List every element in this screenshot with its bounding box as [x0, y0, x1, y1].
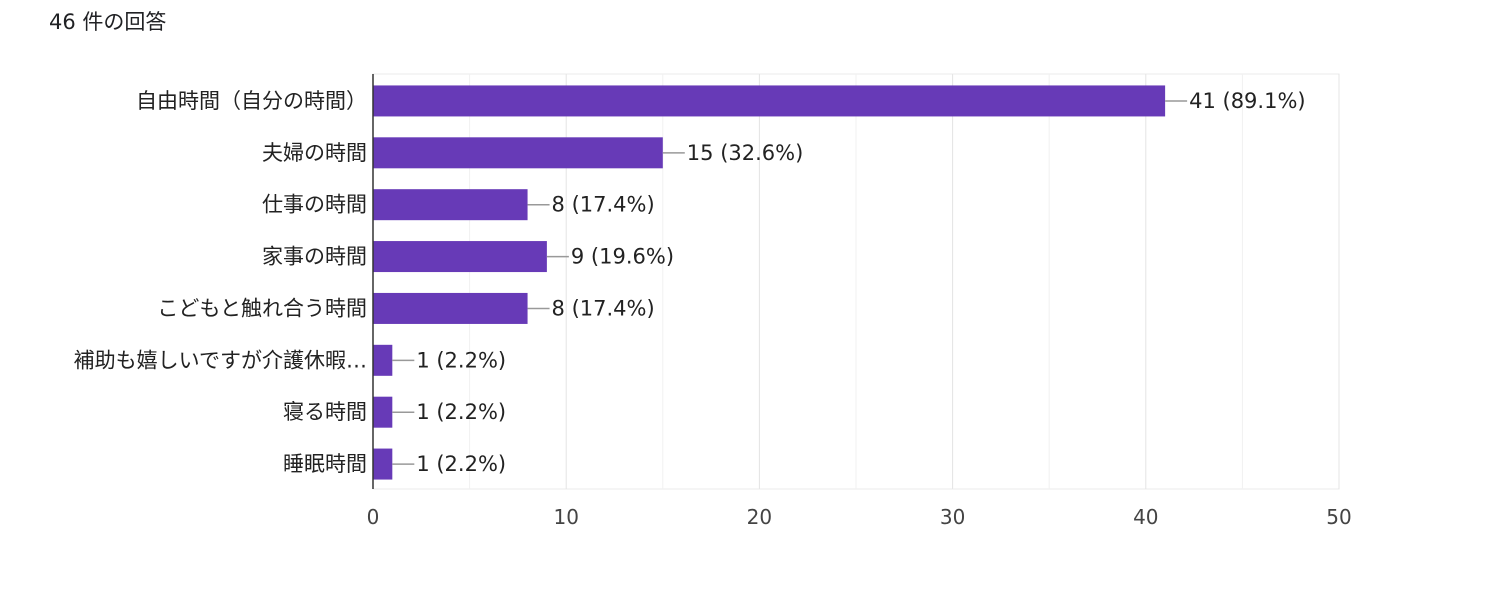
x-tick-label: 50 [1326, 505, 1351, 529]
data-label: 1 (2.2%) [416, 452, 506, 476]
bar [373, 85, 1166, 117]
bar [373, 396, 393, 428]
category-label: 家事の時間 [262, 245, 367, 269]
category-label: 補助も嬉しいですが介護休暇… [74, 348, 367, 372]
data-label: 1 (2.2%) [416, 348, 506, 372]
x-tick-label: 0 [367, 505, 380, 529]
bar [373, 292, 528, 324]
category-label: 仕事の時間 [262, 193, 367, 217]
bar [373, 241, 547, 273]
category-label: 自由時間（自分の時間） [136, 89, 367, 113]
bar [373, 137, 663, 169]
data-label: 15 (32.6%) [687, 141, 804, 165]
category-label: こどもと触れ合う時間 [157, 296, 367, 320]
bar [373, 189, 528, 221]
bar-layer [373, 85, 1188, 480]
data-label: 8 (17.4%) [552, 193, 655, 217]
x-tick-label: 20 [747, 505, 772, 529]
x-tick-label: 10 [553, 505, 578, 529]
x-tick-label: 30 [940, 505, 965, 529]
bar [373, 448, 393, 480]
category-label: 夫婦の時間 [262, 141, 367, 165]
response-count: 46 件の回答 [49, 10, 167, 34]
grid-layer [372, 73, 1340, 490]
data-label: 9 (19.6%) [571, 245, 674, 269]
data-label: 41 (89.1%) [1189, 89, 1306, 113]
bar [373, 344, 393, 376]
data-label: 8 (17.4%) [552, 296, 655, 320]
x-tick-label: 40 [1133, 505, 1158, 529]
category-label: 睡眠時間 [283, 452, 367, 476]
data-label: 1 (2.2%) [416, 400, 506, 424]
category-label: 寝る時間 [283, 400, 367, 424]
label-layer: 0 10 20 30 40 50 41 (89.1%) 自由時間（自分の時間） 15 (32.6… [74, 89, 1352, 529]
